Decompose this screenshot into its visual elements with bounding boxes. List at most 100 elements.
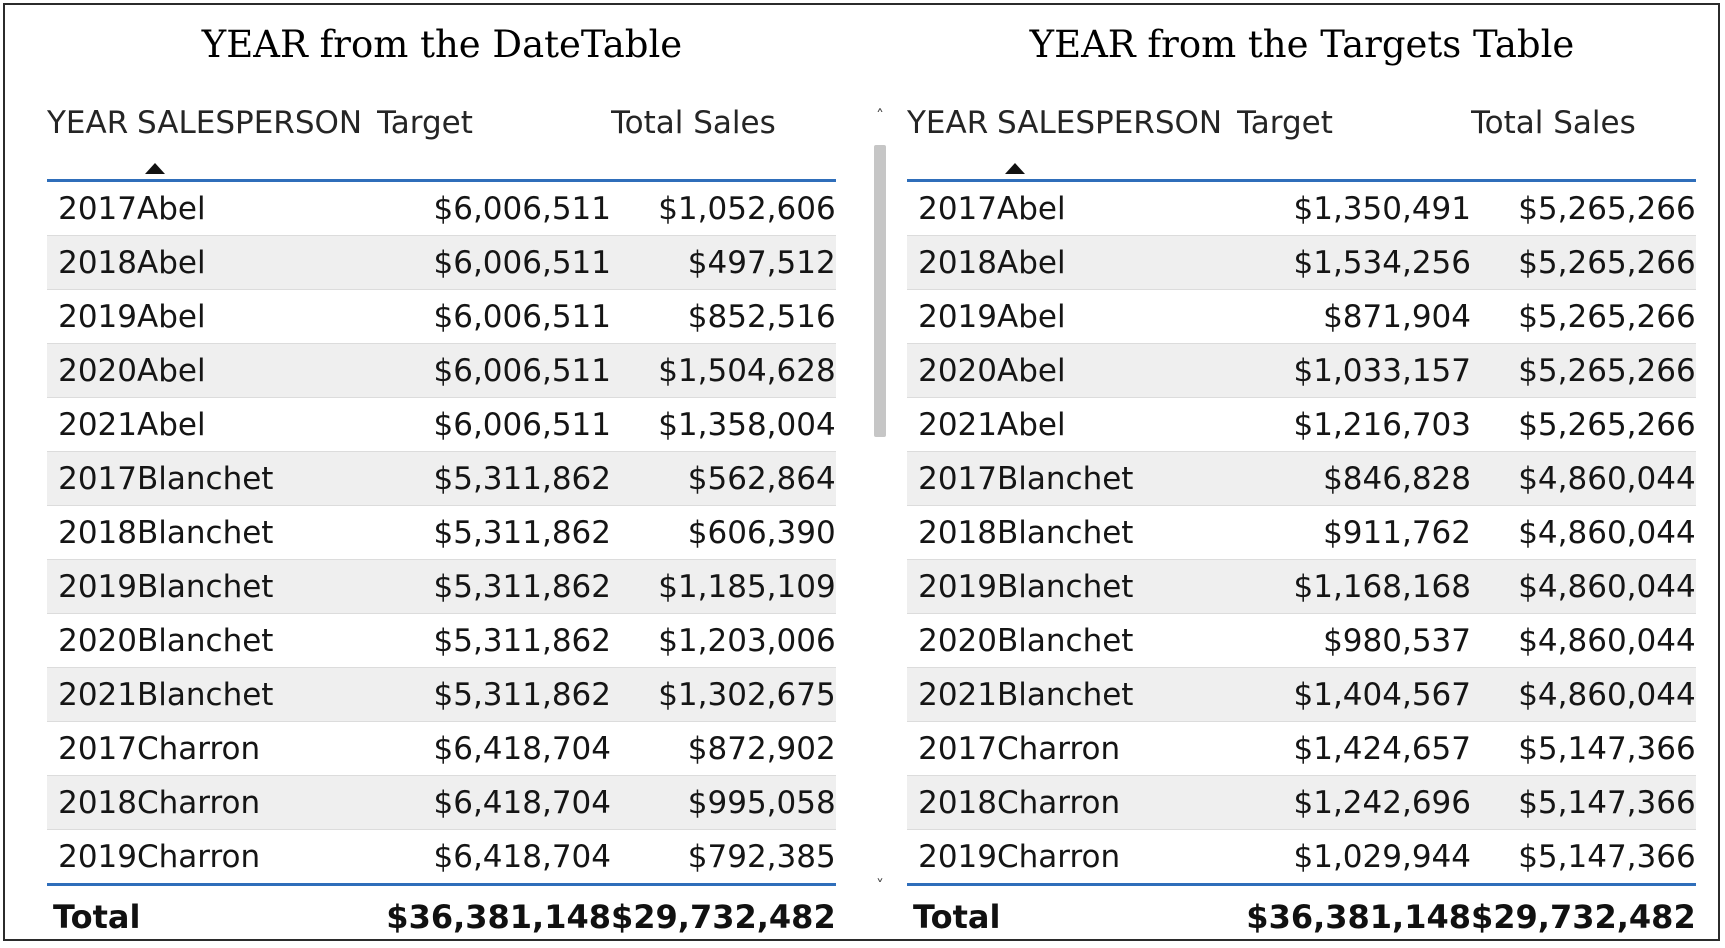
column-header-year[interactable]: YEAR bbox=[47, 105, 137, 181]
cell-salesperson: Charron bbox=[997, 722, 1237, 776]
cell-total-sales: $5,265,266 bbox=[1471, 181, 1696, 236]
column-header-target[interactable]: Target bbox=[1237, 105, 1471, 181]
left-table: YEAR SALESPERSON Target Total Sales 2017… bbox=[47, 105, 836, 948]
cell-salesperson: Abel bbox=[997, 181, 1237, 236]
total-total-sales: $29,732,482 bbox=[611, 885, 836, 948]
column-header-salesperson[interactable]: SALESPERSON bbox=[137, 105, 377, 181]
cell-target: $871,904 bbox=[1237, 290, 1471, 344]
cell-salesperson: Abel bbox=[997, 290, 1237, 344]
cell-year: 2018 bbox=[907, 236, 997, 290]
header-row: YEAR SALESPERSON Target Total Sales bbox=[907, 105, 1696, 181]
cell-salesperson: Charron bbox=[137, 830, 377, 885]
cell-year: 2021 bbox=[907, 668, 997, 722]
cell-target: $5,311,862 bbox=[377, 668, 611, 722]
cell-target: $1,534,256 bbox=[1237, 236, 1471, 290]
cell-year: 2018 bbox=[47, 776, 137, 830]
cell-total-sales: $497,512 bbox=[611, 236, 836, 290]
cell-salesperson: Abel bbox=[997, 344, 1237, 398]
column-header-year[interactable]: YEAR bbox=[907, 105, 997, 181]
column-header-target[interactable]: Target bbox=[377, 105, 611, 181]
cell-salesperson: Blanchet bbox=[997, 560, 1237, 614]
column-header-total-sales[interactable]: Total Sales bbox=[1471, 105, 1696, 181]
cell-year: 2019 bbox=[47, 830, 137, 885]
cell-total-sales: $4,860,044 bbox=[1471, 560, 1696, 614]
cell-target: $1,242,696 bbox=[1237, 776, 1471, 830]
cell-target: $1,216,703 bbox=[1237, 398, 1471, 452]
vertical-scrollbar[interactable]: ˄ ˅ bbox=[871, 105, 889, 905]
cell-year: 2017 bbox=[47, 452, 137, 506]
cell-salesperson: Abel bbox=[997, 398, 1237, 452]
total-row: Total $36,381,148 $29,732,482 bbox=[907, 885, 1696, 948]
cell-year: 2017 bbox=[47, 722, 137, 776]
sort-ascending-icon bbox=[1005, 163, 1025, 174]
cell-target: $1,168,168 bbox=[1237, 560, 1471, 614]
cell-salesperson: Abel bbox=[137, 398, 377, 452]
cell-year: 2017 bbox=[907, 181, 997, 236]
cell-salesperson: Abel bbox=[137, 236, 377, 290]
scroll-up-icon[interactable]: ˄ bbox=[871, 105, 889, 127]
cell-year: 2017 bbox=[907, 452, 997, 506]
scroll-thumb[interactable] bbox=[874, 145, 886, 437]
cell-target: $980,537 bbox=[1237, 614, 1471, 668]
total-label: Total bbox=[907, 885, 1237, 948]
cell-target: $911,762 bbox=[1237, 506, 1471, 560]
cell-year: 2021 bbox=[907, 398, 997, 452]
cell-total-sales: $1,185,109 bbox=[611, 560, 836, 614]
cell-total-sales: $606,390 bbox=[611, 506, 836, 560]
cell-total-sales: $4,860,044 bbox=[1471, 452, 1696, 506]
cell-total-sales: $5,147,366 bbox=[1471, 776, 1696, 830]
cell-target: $6,418,704 bbox=[377, 830, 611, 885]
cell-target: $846,828 bbox=[1237, 452, 1471, 506]
total-row: Total $36,381,148 $29,732,482 bbox=[47, 885, 836, 948]
cell-year: 2020 bbox=[907, 614, 997, 668]
scroll-down-icon[interactable]: ˅ bbox=[871, 875, 889, 897]
cell-salesperson: Abel bbox=[137, 344, 377, 398]
cell-year: 2021 bbox=[47, 398, 137, 452]
cell-total-sales: $5,265,266 bbox=[1471, 398, 1696, 452]
cell-target: $6,006,511 bbox=[377, 181, 611, 236]
cell-total-sales: $1,203,006 bbox=[611, 614, 836, 668]
cell-total-sales: $995,058 bbox=[611, 776, 836, 830]
cell-total-sales: $5,265,266 bbox=[1471, 344, 1696, 398]
cell-year: 2018 bbox=[47, 506, 137, 560]
column-header-total-sales[interactable]: Total Sales bbox=[611, 105, 836, 181]
cell-target: $5,311,862 bbox=[377, 452, 611, 506]
column-header-salesperson-label: SALESPERSON bbox=[997, 105, 1222, 141]
right-panel-title: YEAR from the Targets Table bbox=[907, 23, 1697, 66]
cell-salesperson: Blanchet bbox=[997, 668, 1237, 722]
header-row: YEAR SALESPERSON Target Total Sales bbox=[47, 105, 836, 181]
cell-target: $1,029,944 bbox=[1237, 830, 1471, 885]
cell-year: 2019 bbox=[907, 830, 997, 885]
cell-salesperson: Blanchet bbox=[137, 668, 377, 722]
cell-target: $1,350,491 bbox=[1237, 181, 1471, 236]
cell-total-sales: $5,147,366 bbox=[1471, 722, 1696, 776]
column-header-salesperson[interactable]: SALESPERSON bbox=[997, 105, 1237, 181]
